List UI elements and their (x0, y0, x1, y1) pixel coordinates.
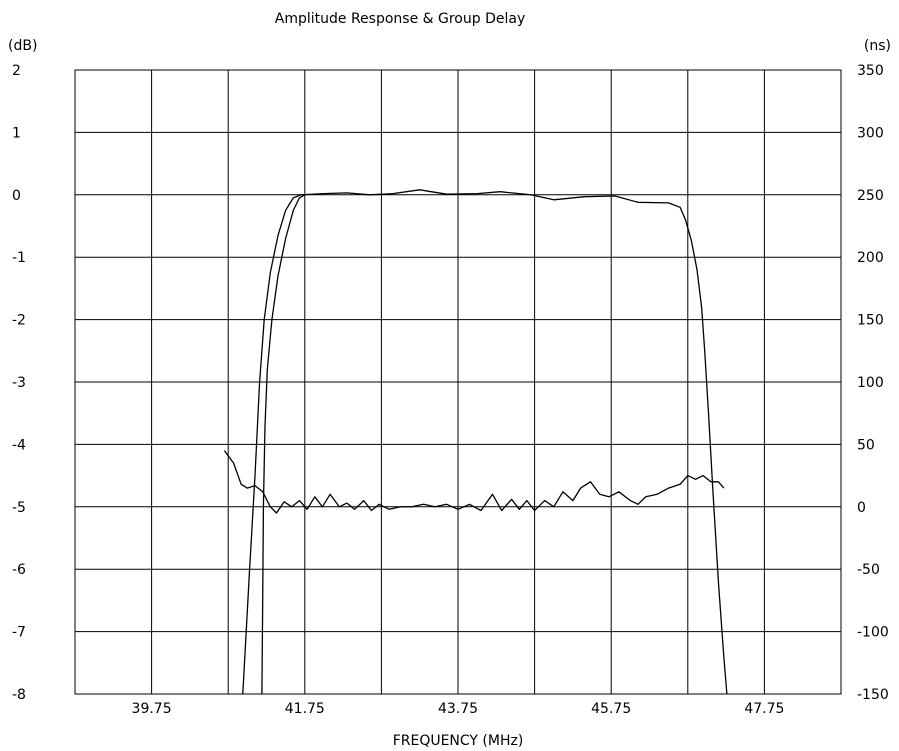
y-left-tick-label: 1 (12, 125, 21, 141)
y-left-tick-label: -1 (12, 250, 26, 266)
y-right-tick-label: -150 (857, 687, 889, 703)
plot-frame (74, 69, 842, 695)
x-axis-label: FREQUENCY (MHz) (393, 733, 524, 749)
series-line-3 (223, 450, 725, 514)
y-left-tick-label: -6 (12, 562, 26, 578)
y-right-tick-label: 150 (857, 313, 884, 329)
y-left-tick-label: -8 (12, 687, 26, 703)
grid (75, 70, 841, 694)
x-tick-label: 47.75 (744, 701, 784, 717)
y-right-tick-label: -50 (857, 562, 880, 578)
y-right-tick-label: 0 (857, 500, 866, 516)
chart-title: Amplitude Response & Group Delay (275, 11, 525, 27)
y-right-tick-label: 300 (857, 125, 884, 141)
y-left-tick-label: 0 (12, 188, 21, 204)
x-tick-label: 43.75 (438, 701, 478, 717)
y-left-tick-label: 2 (12, 63, 21, 79)
y-right-tick-label: 250 (857, 188, 884, 204)
y-left-tick-label: -3 (12, 375, 26, 391)
series-line-1 (242, 189, 728, 695)
tick-labels: 39.75 41.75 43.75 45.75 47.75 2 1 0 -1 -2 -3 -4 -5 -6… (12, 63, 889, 717)
x-tick-label: 45.75 (591, 701, 631, 717)
y-left-tick-label: -4 (12, 437, 26, 453)
series-line-2 (261, 194, 306, 695)
y-right-tick-label: -100 (857, 625, 889, 641)
series-layer (223, 189, 728, 695)
y-left-tick-label: -5 (12, 500, 26, 516)
x-tick-label: 41.75 (285, 701, 325, 717)
y-right-tick-label: 50 (857, 437, 875, 453)
y-right-tick-label: 100 (857, 375, 884, 391)
y-left-tick-label: -7 (12, 625, 26, 641)
y-right-tick-label: 200 (857, 250, 884, 266)
x-tick-label: 39.75 (132, 701, 172, 717)
y-right-tick-label: 350 (857, 63, 884, 79)
left-axis-unit: (dB) (8, 38, 37, 54)
right-axis-unit: (ns) (864, 38, 891, 54)
y-left-tick-label: -2 (12, 313, 26, 329)
